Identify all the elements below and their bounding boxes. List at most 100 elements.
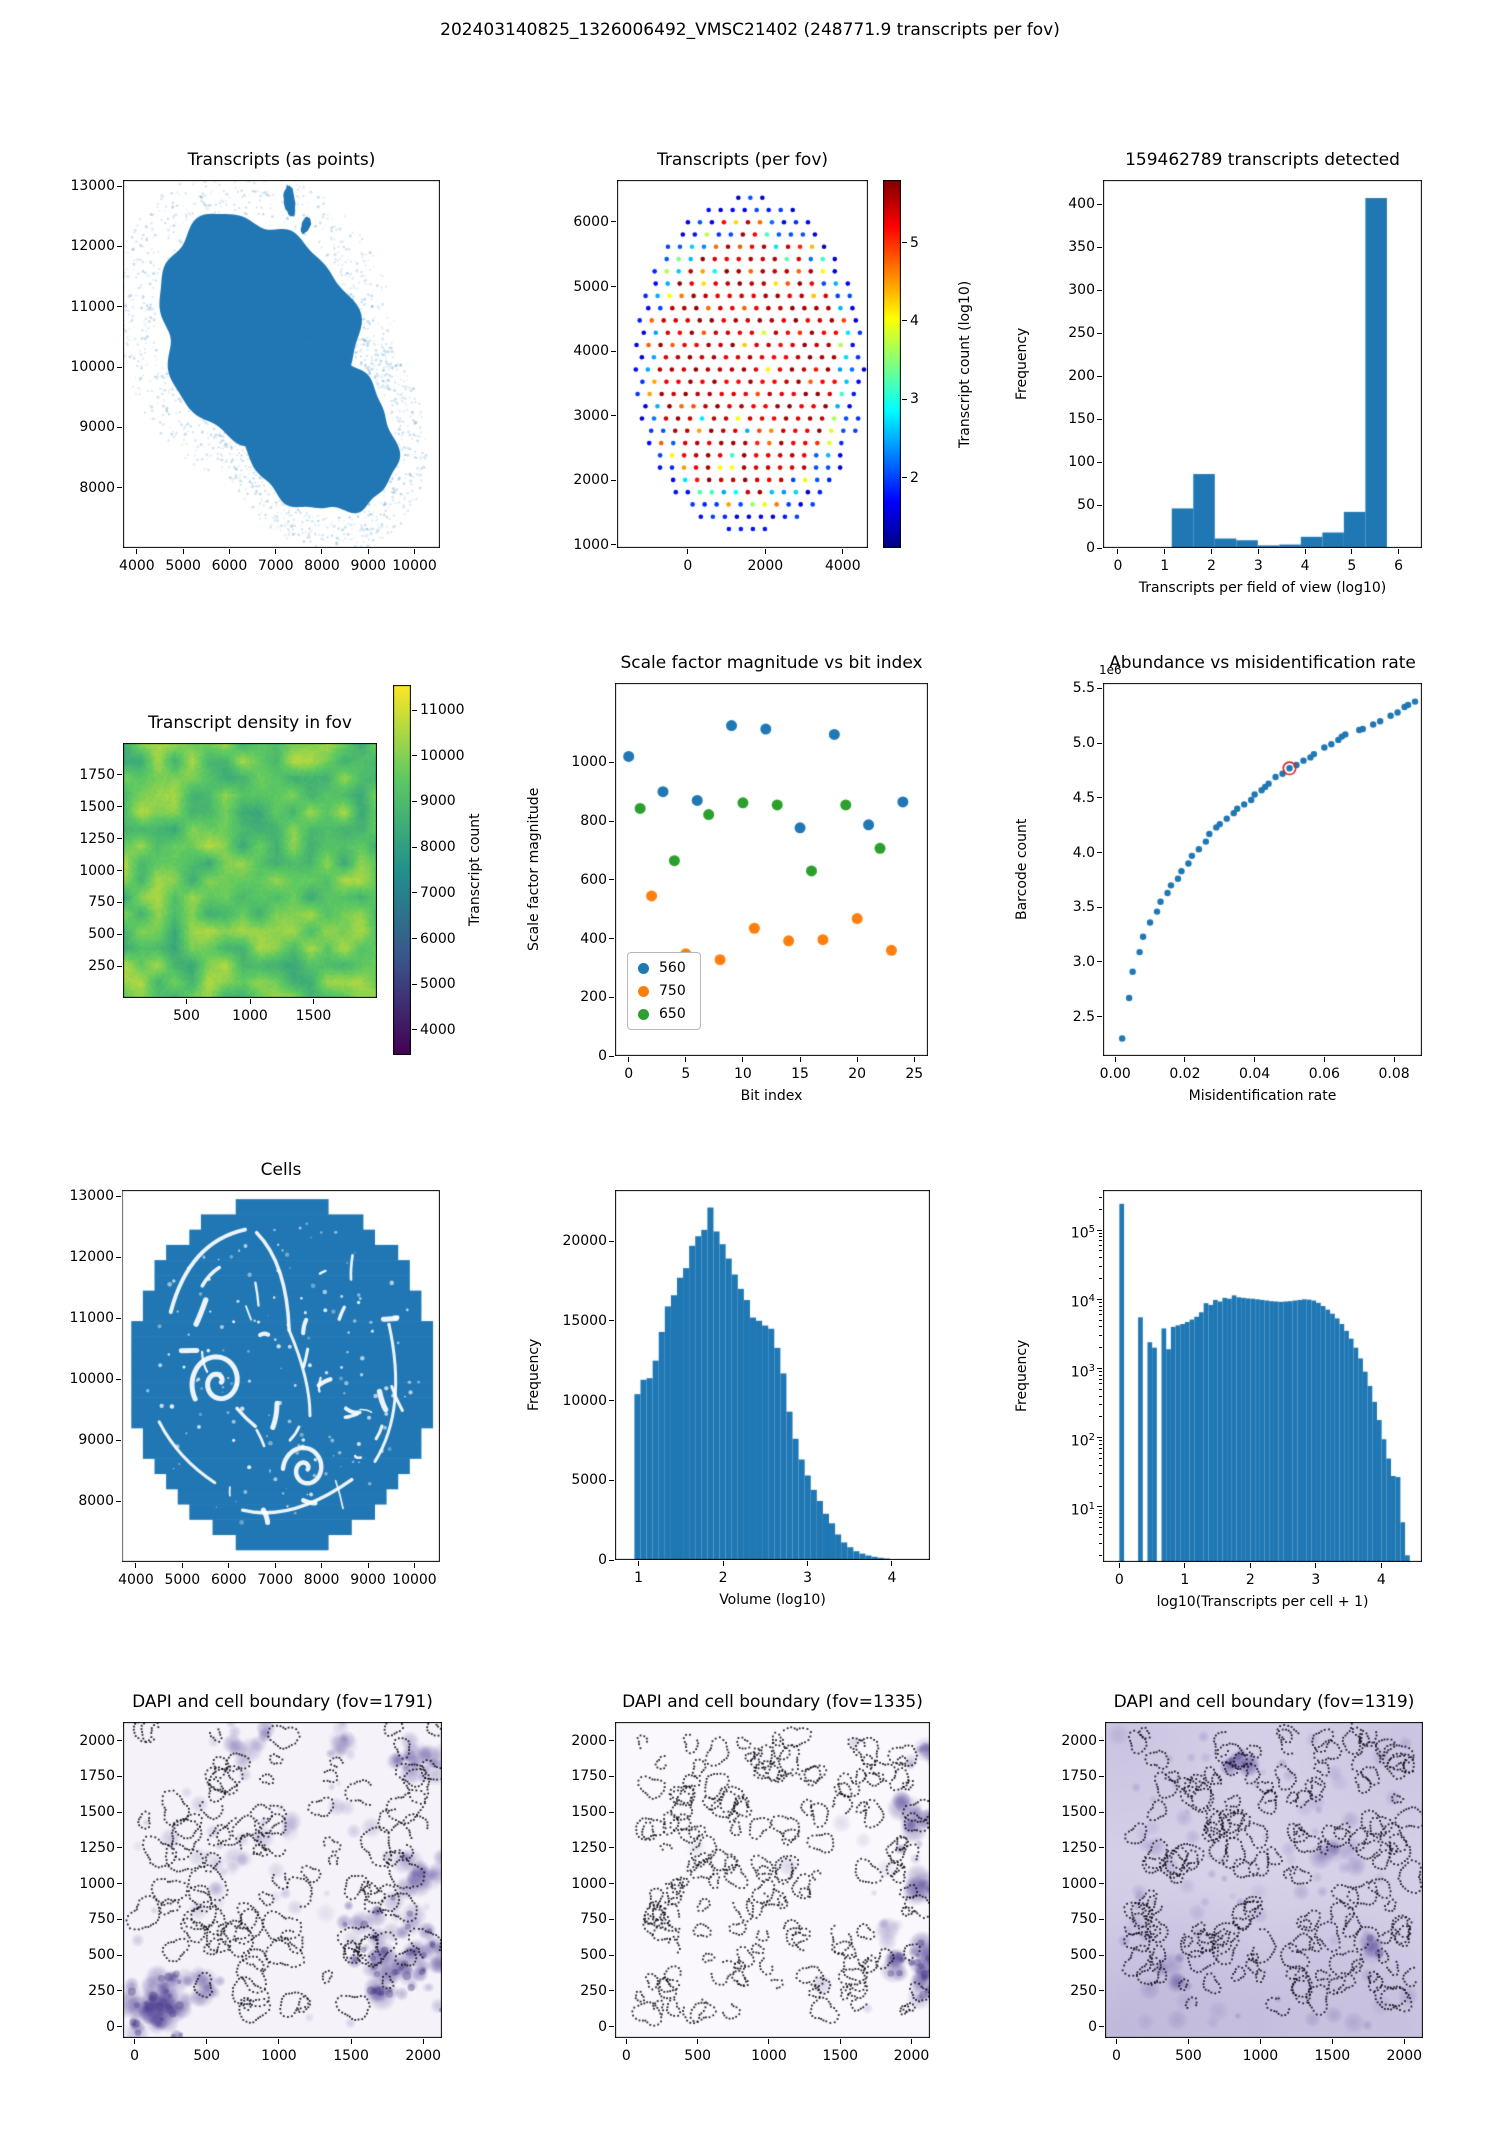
y-tick-label: 1250 bbox=[571, 1839, 607, 1856]
x-tick-mark bbox=[1403, 2039, 1405, 2044]
y-tick-mark bbox=[1097, 289, 1102, 291]
y-minor-tick-mark bbox=[1099, 1404, 1102, 1406]
y-minor-tick-mark bbox=[1099, 1309, 1102, 1311]
legend-marker-650-icon bbox=[638, 1008, 649, 1020]
x-tick-label: 0.06 bbox=[1308, 1066, 1340, 1082]
transcript-density-heatmap-canvas bbox=[123, 743, 377, 998]
y-tick-label: 200 bbox=[1068, 368, 1095, 385]
y-tick-label: 1000 bbox=[571, 754, 607, 771]
y-tick-mark bbox=[1097, 246, 1102, 248]
x-tick-label: 0 bbox=[130, 2048, 139, 2064]
x-tick-mark bbox=[135, 1563, 137, 1568]
y-minor-tick-mark bbox=[1099, 1236, 1102, 1238]
y-minor-tick-mark bbox=[1099, 1416, 1102, 1418]
x-tick-label: 2 bbox=[1207, 558, 1216, 574]
y-tick-label: 1500 bbox=[571, 1804, 607, 1821]
y-tick-label: 200 bbox=[580, 989, 607, 1006]
y-tick-label: 1000 bbox=[571, 1875, 607, 1892]
x-tick-label: 500 bbox=[193, 2048, 221, 2064]
y-tick-label: 15000 bbox=[562, 1312, 607, 1329]
y-tick-label: 105 bbox=[1070, 1224, 1095, 1242]
x-tick-mark bbox=[186, 999, 187, 1004]
y-tick-label: 400 bbox=[1068, 196, 1095, 213]
colorbar-tick-mark bbox=[902, 320, 907, 322]
y-minor-tick-mark bbox=[1099, 1277, 1102, 1279]
y-tick-label: 12000 bbox=[69, 1249, 114, 1266]
y-tick-mark bbox=[117, 185, 122, 187]
x-tick-mark bbox=[687, 549, 689, 554]
y-tick-label: 1750 bbox=[79, 766, 115, 783]
y-minor-tick-mark bbox=[1099, 1533, 1102, 1535]
y-tick-mark bbox=[1097, 547, 1102, 549]
x-tick-mark bbox=[1118, 1563, 1120, 1568]
y-tick-label: 0 bbox=[598, 2018, 607, 2035]
dapi-fov-1319-canvas bbox=[1105, 1722, 1423, 2038]
x-tick-mark bbox=[367, 1563, 369, 1568]
x-tick-label: 5000 bbox=[165, 558, 201, 574]
x-axis-label: Volume (log10) bbox=[719, 1592, 826, 1608]
x-tick-mark bbox=[181, 1563, 183, 1568]
y-minor-tick-mark bbox=[1099, 1335, 1102, 1336]
colorbar-tick-mark bbox=[902, 477, 907, 479]
colorbar-tick-label: 6000 bbox=[420, 930, 456, 947]
x-tick-mark bbox=[1380, 1563, 1382, 1568]
x-tick-mark bbox=[422, 2039, 424, 2044]
y-minor-tick-mark bbox=[1099, 1240, 1102, 1242]
y-tick-label: 150 bbox=[1068, 411, 1095, 428]
y-tick-mark bbox=[611, 286, 616, 288]
dapi-fov-1335-canvas bbox=[615, 1722, 930, 2038]
y-tick-label: 750 bbox=[1070, 1911, 1097, 1928]
x-tick-label: 9000 bbox=[350, 558, 387, 574]
y-minor-tick-mark bbox=[1099, 1250, 1102, 1252]
x-tick-label: 2000 bbox=[893, 2048, 930, 2064]
y-tick-mark bbox=[611, 415, 616, 417]
y-tick-label: 3.0 bbox=[1072, 953, 1095, 970]
panel-title: Abundance vs misidentification rate bbox=[1109, 653, 1416, 673]
x-tick-mark bbox=[697, 2039, 699, 2044]
y-tick-mark bbox=[609, 761, 614, 763]
x-tick-mark bbox=[1304, 549, 1306, 554]
y-tick-label: 0 bbox=[598, 1048, 607, 1064]
y-tick-mark bbox=[117, 1775, 122, 1777]
y-tick-label: 10000 bbox=[69, 1371, 114, 1388]
legend-label-650: 650 bbox=[659, 1006, 686, 1022]
y-tick-mark bbox=[611, 479, 616, 481]
y-tick-label: 11000 bbox=[70, 298, 115, 315]
x-tick-mark bbox=[1184, 1563, 1186, 1568]
y-tick-label: 1750 bbox=[1061, 1768, 1097, 1785]
x-tick-label: 3 bbox=[803, 1570, 812, 1586]
y-minor-tick-mark bbox=[1099, 1458, 1102, 1460]
x-tick-label: 4 bbox=[1376, 1572, 1386, 1588]
x-tick-label: 6 bbox=[1394, 558, 1404, 574]
y-minor-tick-mark bbox=[1099, 1257, 1102, 1259]
x-tick-mark bbox=[1211, 549, 1213, 554]
colorbar-tick-label: 5000 bbox=[420, 976, 456, 993]
colorbar-tick-label: 4 bbox=[910, 312, 919, 329]
colorbar-tick-label: 9000 bbox=[420, 793, 456, 810]
x-tick-mark bbox=[274, 1563, 276, 1568]
y-tick-mark bbox=[1099, 1775, 1104, 1777]
x-tick-mark bbox=[275, 549, 277, 554]
y-tick-mark bbox=[1099, 1954, 1104, 1956]
x-tick-label: 10000 bbox=[392, 1572, 437, 1588]
colorbar-tick-label: 8000 bbox=[420, 839, 456, 856]
y-tick-label: 102 bbox=[1070, 1431, 1095, 1450]
y-tick-mark bbox=[609, 1990, 614, 1992]
y-tick-mark bbox=[117, 1811, 122, 1813]
panel-title: Transcripts (per fov) bbox=[656, 150, 829, 170]
x-tick-label: 8000 bbox=[304, 558, 340, 574]
y-tick-label: 1500 bbox=[1061, 1804, 1097, 1821]
y-tick-label: 1000 bbox=[573, 536, 609, 553]
y-tick-mark bbox=[1097, 461, 1102, 463]
x-tick-mark bbox=[1117, 549, 1119, 554]
x-tick-label: 6000 bbox=[210, 1572, 247, 1588]
y-tick-mark bbox=[116, 1500, 121, 1502]
y-tick-label: 750 bbox=[88, 894, 115, 911]
x-tick-label: 2000 bbox=[405, 2048, 442, 2064]
panel-title: 159462789 transcripts detected bbox=[1125, 150, 1400, 170]
colorbar-tick-label: 10000 bbox=[420, 747, 465, 764]
y-minor-tick-mark bbox=[1099, 1319, 1102, 1321]
x-tick-label: 1 bbox=[1160, 558, 1170, 574]
